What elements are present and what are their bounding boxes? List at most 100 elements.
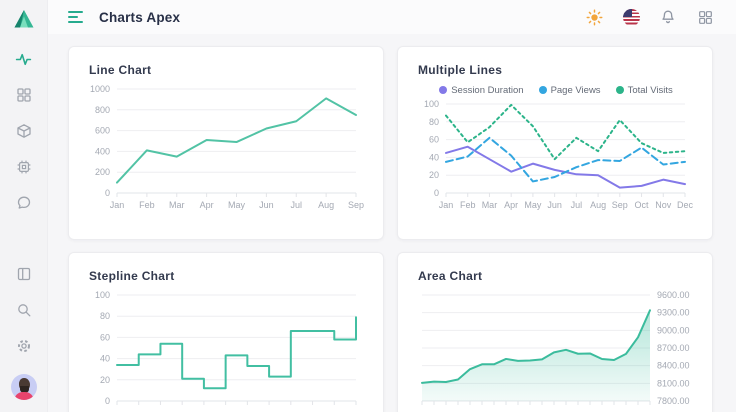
svg-text:400: 400 [95,146,110,156]
svg-text:May: May [228,200,246,210]
svg-text:Sep: Sep [348,200,364,210]
sidebar [0,0,48,412]
svg-text:Jul: Jul [290,200,302,210]
cube-icon [16,124,31,138]
us-flag-icon [622,8,640,26]
theme-toggle-button[interactable] [585,8,603,26]
gear-icon [17,340,30,352]
line-chart-card: Line Chart 0 200 400 600 800 1000 Jan Feb Mar Apr… [68,46,384,240]
svg-text:Jun: Jun [259,200,274,210]
svg-text:40: 40 [100,354,110,364]
svg-text:800: 800 [95,105,110,115]
svg-text:Aug: Aug [318,200,334,210]
sidebar-item-settings[interactable] [14,336,34,356]
svg-text:60: 60 [429,135,439,145]
language-selector-button[interactable] [622,8,640,26]
sidebar-item-dashboard[interactable] [14,85,34,105]
svg-text:40: 40 [429,152,439,162]
svg-text:Jun: Jun [547,200,562,210]
bell-icon [662,10,674,24]
notifications-button[interactable] [659,8,677,26]
legend-item[interactable]: Session Duration [439,85,524,96]
svg-text:Apr: Apr [504,200,518,210]
legend-marker [615,86,624,94]
svg-text:8400.00: 8400.00 [657,361,690,371]
svg-text:Apr: Apr [200,200,214,210]
svg-text:Oct: Oct [635,200,650,210]
svg-text:60: 60 [100,332,110,342]
svg-text:200: 200 [95,167,110,177]
chart-legend[interactable]: Session Duration Page Views Total Visits [414,83,698,98]
sidebar-item-layouts[interactable] [14,264,34,284]
svg-text:Feb: Feb [460,200,476,210]
chat-bubble-icon [17,196,30,209]
apps-button[interactable] [696,8,714,26]
layout-panel-icon [17,267,30,281]
sun-icon [586,9,602,25]
card-title: Multiple Lines [418,63,503,77]
top-header: Charts Apex [48,0,736,34]
svg-text:Aug: Aug [590,200,606,210]
svg-text:Mar: Mar [482,200,498,210]
svg-text:Feb: Feb [139,200,155,210]
page-title: Charts Apex [99,9,181,25]
legend-marker [439,86,448,94]
search-icon [17,304,30,317]
svg-text:20: 20 [429,170,439,180]
sidebar-item-products[interactable] [14,121,34,141]
svg-text:Dec: Dec [677,200,694,210]
svg-text:Mar: Mar [169,200,185,210]
svg-text:May: May [524,200,542,210]
avatar-head [18,378,30,391]
svg-text:80: 80 [100,311,110,321]
svg-text:0: 0 [105,188,110,198]
svg-text:7800.00: 7800.00 [657,396,690,406]
app-logo[interactable] [12,7,36,31]
user-avatar[interactable] [10,374,37,400]
header-actions [585,8,714,26]
svg-text:Jul: Jul [571,200,583,210]
main-column: Charts Apex [48,0,736,412]
multiple-lines-card: Multiple Lines Session Duration Page View… [397,46,713,240]
avatar-beard [19,386,29,393]
svg-text:8100.00: 8100.00 [657,378,690,388]
avatar-shirt [13,392,34,400]
sidebar-item-system[interactable] [14,157,34,177]
stepline-chart-card: Stepline Chart 0 20 40 60 80 100 [68,252,384,412]
svg-text:80: 80 [429,117,439,127]
sidebar-item-charts[interactable] [14,49,34,69]
card-title: Area Chart [418,269,483,283]
dashboard-grid-icon [16,88,31,102]
sidebar-item-chat[interactable] [14,193,34,213]
multiple-lines-chart[interactable]: Session Duration Page Views Total Visits 0 2… [414,83,698,215]
legend-marker [538,86,547,94]
area-chart[interactable]: 7800.00 8100.00 8400.00 8700.00 9000.00 9300.… [414,289,698,412]
triangle-logo-icon [14,10,33,28]
svg-text:100: 100 [95,290,110,300]
svg-text:0: 0 [434,188,439,198]
svg-text:9300.00: 9300.00 [657,308,690,318]
svg-text:20: 20 [100,375,110,385]
legend-item[interactable]: Total Visits [615,85,673,96]
card-title: Line Chart [89,63,152,77]
svg-text:600: 600 [95,126,110,136]
svg-text:9000.00: 9000.00 [657,325,690,335]
svg-text:9600.00: 9600.00 [657,290,690,300]
charts-grid: Line Chart 0 200 400 600 800 1000 Jan Feb Mar Apr… [48,34,736,412]
svg-text:8700.00: 8700.00 [657,343,690,353]
svg-text:0: 0 [105,396,110,406]
card-title: Stepline Chart [89,269,175,283]
stepline-chart[interactable]: 0 20 40 60 80 100 [85,289,369,412]
cpu-chip-icon [17,160,30,174]
svg-text:Sep: Sep [612,200,628,210]
svg-text:Nov: Nov [655,200,672,210]
svg-text:Jan: Jan [110,200,125,210]
menu-toggle-button[interactable] [68,11,86,23]
line-chart[interactable]: 0 200 400 600 800 1000 Jan Feb Mar Apr May Jun Jul Au… [85,83,369,215]
svg-text:Jan: Jan [439,200,454,210]
sidebar-item-search[interactable] [14,300,34,320]
legend-item[interactable]: Page Views [538,85,601,96]
activity-pulse-icon [15,53,32,65]
svg-text:100: 100 [424,99,439,109]
